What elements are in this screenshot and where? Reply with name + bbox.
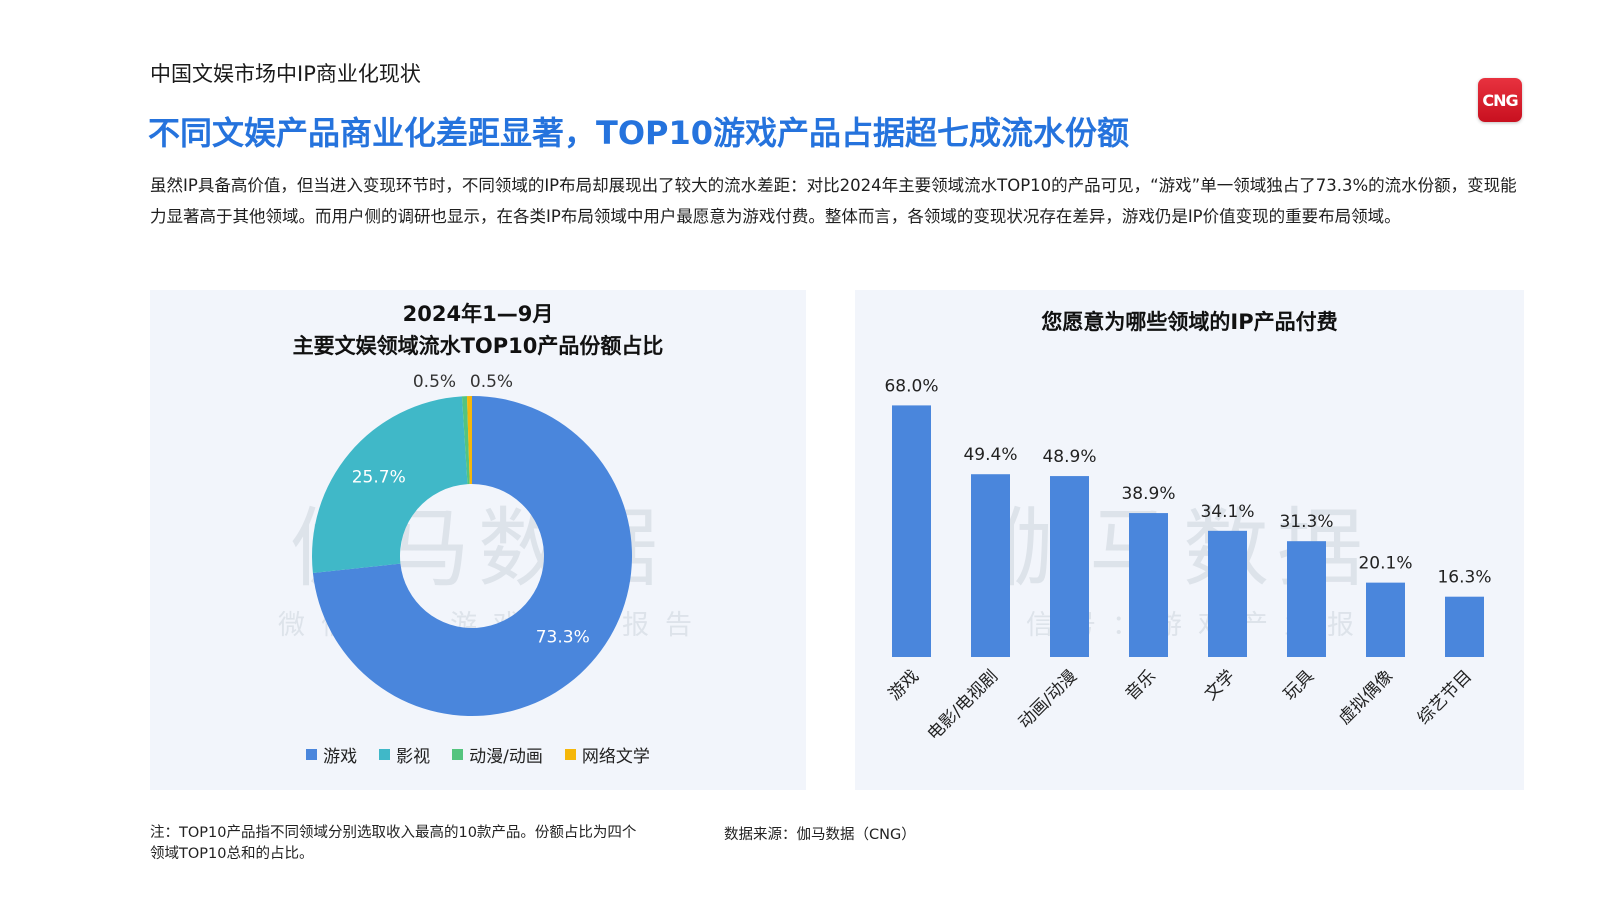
donut-legend: 游戏 影视 动漫/动画 网络文学	[150, 742, 806, 767]
bar-category-label-1: 电影/电视剧	[924, 666, 1002, 744]
bar-7	[1445, 596, 1484, 657]
legend-item-0: 游戏	[306, 742, 357, 767]
donut-chart: 73.3% 25.7% 0.5% 0.5%	[312, 372, 633, 716]
bar-data-label-4: 34.1%	[1200, 502, 1254, 522]
bar-data-label-5: 31.3%	[1279, 512, 1333, 532]
bar-data-label-1: 49.4%	[963, 445, 1017, 465]
data-source: 数据来源：伽马数据（CNG）	[724, 827, 916, 843]
legend-label-3: 网络文学	[581, 747, 650, 767]
footnote: 注：TOP10产品指不同领域分别选取收入最高的10款产品。份额占比为四个领域TO…	[150, 825, 637, 862]
legend-label-2: 动漫/动画	[469, 747, 543, 767]
donut-chart-title-line2: 主要文娱领域流水TOP10产品份额占比	[292, 334, 664, 358]
donut-chart-title-line1: 2024年1—9月	[402, 302, 554, 326]
donut-data-label-2: 0.5%	[413, 372, 456, 392]
bar-5	[1287, 541, 1326, 657]
donut-chart-title: 2024年1—9月 主要文娱领域流水TOP10产品份额占比	[150, 298, 806, 362]
legend-swatch-1	[379, 749, 391, 760]
bar-chart-title: 您愿意为哪些领域的IP产品付费	[1041, 310, 1338, 334]
legend-swatch-2	[452, 749, 464, 760]
bar-chart: 68.0% 游戏 49.4% 电影/电视剧 48.9% 动画/动漫 38.9% 音乐 34.1%…	[884, 376, 1491, 744]
bar-3	[1129, 513, 1168, 657]
donut-chart-panel: 2024年1—9月 主要文娱领域流水TOP10产品份额占比 伽马数据 微信号：游…	[150, 290, 806, 790]
donut-data-label-0: 73.3%	[536, 628, 590, 648]
legend-item-3: 网络文学	[564, 742, 650, 767]
bar-6	[1366, 582, 1405, 657]
bar-category-label-3: 音乐	[1122, 666, 1160, 704]
donut-slice-2	[461, 396, 470, 485]
bar-data-label-6: 20.1%	[1358, 554, 1412, 574]
bar-data-label-3: 38.9%	[1121, 484, 1175, 504]
bar-category-label-2: 动画/动漫	[1015, 666, 1081, 732]
donut-data-label-3: 0.5%	[470, 372, 513, 392]
page-headline: 不同文娱产品商业化差距显著，TOP10游戏产品占据超七成流水份额	[148, 114, 1130, 152]
bar-0	[892, 405, 931, 657]
bar-1	[971, 474, 1010, 657]
donut-slice-0	[312, 396, 633, 716]
cng-logo: CNG	[1478, 78, 1522, 122]
legend-label-1: 影视	[396, 747, 431, 767]
donut-data-label-1: 25.7%	[352, 467, 406, 487]
donut-slice-3	[466, 396, 472, 485]
bar-category-label-0: 游戏	[885, 666, 923, 704]
bar-category-label-5: 玩具	[1280, 666, 1318, 704]
bar-2	[1050, 476, 1089, 657]
bar-category-label-6: 虚拟偶像	[1335, 666, 1397, 728]
legend-swatch-0	[306, 749, 318, 760]
legend-swatch-3	[564, 749, 576, 760]
bar-data-label-2: 48.9%	[1042, 447, 1096, 467]
section-label: 中国文娱市场中IP商业化现状	[150, 62, 421, 86]
bar-4	[1208, 530, 1247, 657]
legend-label-0: 游戏	[323, 747, 358, 767]
bar-data-label-0: 68.0%	[884, 376, 938, 396]
bar-category-label-4: 文学	[1201, 666, 1239, 704]
legend-item-2: 动漫/动画	[452, 742, 543, 767]
intro-paragraph: 虽然IP具备高价值，但当进入变现环节时，不同领域的IP布局却展现出了较大的流水差…	[150, 176, 1517, 226]
bar-chart-panel: 您愿意为哪些领域的IP产品付费 伽马数据 微信号：游戏产业报告 68.0% 游戏 4…	[855, 290, 1524, 790]
bar-category-label-7: 综艺节目	[1414, 666, 1476, 728]
bar-data-label-7: 16.3%	[1437, 568, 1491, 588]
legend-item-1: 影视	[379, 742, 430, 767]
donut-slice-1	[312, 396, 468, 574]
